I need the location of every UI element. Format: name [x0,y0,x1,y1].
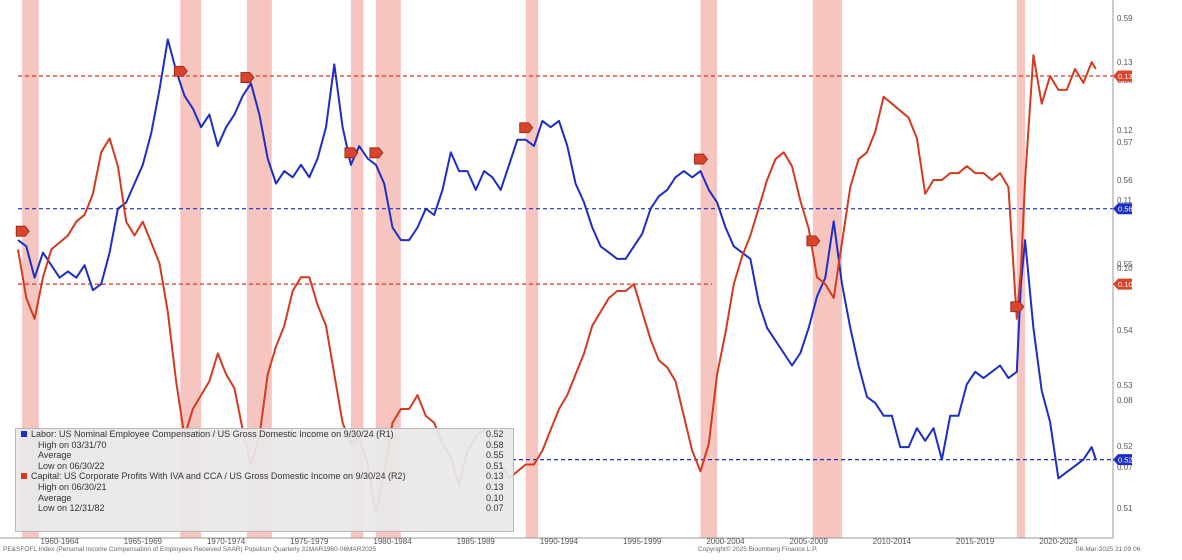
legend-row-capital-low: Low on 12/31/82 0.07 [16,503,513,514]
labor-current-tag-shape [1113,454,1132,466]
legend-capital-low-label: Low on 12/31/82 [38,503,105,514]
legend-capital-current: 0.13 [486,471,504,482]
labor-average-tag: 0.56 [1113,203,1133,215]
recession-marker-1 [15,225,30,237]
x-axis-tick-label: 1975-1979 [290,537,329,546]
legend-capital-name: Capital: US Corporate Profits With IVA a… [31,471,406,482]
right-axis [0,0,1114,539]
labor-current-tag-text: 0.52 [1118,456,1133,465]
legend-capital-average-label: Average [38,492,72,503]
recession-band-1 [22,0,39,538]
right-axis-tick-label: 0.54 [1117,326,1133,335]
capital-current-tag-text: 0.13 [1118,72,1133,81]
legend-labor-current: 0.52 [486,429,504,439]
legend-row-capital: Capital: US Corporate Profits With IVA a… [16,471,513,482]
legend-labor-average-value: 0.55 [486,450,504,461]
recession-marker-2 [173,65,188,77]
right-axis-tick-label: 0.10 [1117,264,1133,273]
recession-marker-9 [1010,301,1025,313]
labor-swatch [21,431,27,437]
legend-capital-high-value: 0.13 [486,481,504,492]
right-axis-tick-label: 0.55 [1117,260,1133,269]
x-axis-tick-label: 1995-1999 [623,537,662,546]
right-axis-tick-label: 0.53 [1117,381,1133,390]
labor-current-tag: 0.52 [1113,454,1133,466]
footer-source: PE&SFOFL Index (Personal Income Compensa… [3,546,376,553]
labor-series-line [17,38,1097,480]
capital-average-tag-shape [1113,278,1132,290]
recession-marker-7 [694,153,709,165]
legend-row-capital-average: Average 0.10 [16,493,513,504]
x-axis-tick-label: 1990-1994 [540,537,579,546]
event-markers [15,65,1025,313]
x-axis-tick-label: 1965-1969 [124,537,163,546]
legend-row-capital-high: High on 06/30/21 0.13 [16,482,513,493]
capital-swatch [21,473,27,480]
legend-labor-name: Labor: US Nominal Employee Compensation … [31,429,394,439]
x-axis-tick-label: 1985-1989 [457,537,496,546]
labor-average-tag-text: 0.56 [1118,205,1133,214]
recession-band-6 [525,0,539,538]
legend-labor-low-value: 0.51 [486,460,504,471]
right-axis-tick-label: 0.13 [1117,58,1133,67]
x-axis-tick-label: 2010-2014 [873,537,912,546]
recession-marker-5 [369,147,384,159]
x-axis-tick-label: 2020-2024 [1039,537,1078,546]
capital-average-tag-text: 0.10 [1118,280,1133,289]
capital-current-tag: 0.13 [1113,70,1133,82]
x-axis-tick-label: 1960-1964 [40,537,79,546]
legend-capital-high-label: High on 06/30/21 [38,481,107,492]
legend: Labor: US Nominal Employee Compensation … [15,428,514,532]
right-value-tags: 0.13 0.56 0.10 0.52 [1113,70,1133,466]
recession-marker-4 [344,147,359,159]
legend-capital-low-value: 0.07 [486,503,504,514]
legend-row-labor-average: Average 0.55 [16,450,513,461]
footer-copyright: Copyright© 2025 Bloomberg Finance L.P. [698,546,818,553]
right-axis-tick-label: 0.59 [1117,14,1133,23]
series-lines [17,38,1097,514]
legend-labor-low-label: Low on 06/30/22 [38,460,105,471]
x-axis-tick-label: 2005-2009 [790,537,829,546]
x-axis-tick-label: 1970-1974 [207,537,246,546]
recession-band-4 [350,0,364,538]
x-axis-tick-label: 1980-1984 [373,537,412,546]
tick-labels: 0.590.130.580.120.570.560.110.550.100.54… [40,14,1133,546]
recession-marker-8 [806,235,821,247]
right-axis-tick-label: 0.11 [1117,196,1133,205]
legend-labor-high-value: 0.58 [486,439,504,450]
right-axis-tick-label: 0.56 [1117,176,1133,185]
right-axis-tick-label: 0.08 [1117,396,1133,405]
recession-band-7 [700,0,718,538]
average-reference-lines [18,75,1113,461]
recession-marker-6 [519,122,534,134]
right-axis-tick-label: 0.12 [1117,126,1133,135]
capital-series-line [17,54,1097,514]
labor-average-tag-shape [1113,203,1132,215]
right-axis-tick-label: 0.07 [1117,463,1133,472]
right-axis-tick-label: 0.52 [1117,442,1133,451]
legend-labor-high-label: High on 03/31/70 [38,439,107,450]
x-axis-tick-label: 2000-2004 [706,537,745,546]
x-axis-tick-label: 2015-2019 [956,537,995,546]
legend-capital-average-value: 0.10 [486,492,504,503]
legend-row-labor: Labor: US Nominal Employee Compensation … [16,429,513,440]
right-axis-tick-label: 0.57 [1117,138,1133,147]
legend-row-labor-low: Low on 06/30/22 0.51 [16,461,513,472]
right-axis-tick-label: 0.51 [1117,504,1133,513]
footer-timestamp: 06-Mar-2025 21:09:06 [1076,546,1141,553]
legend-row-labor-high: High on 03/31/70 0.58 [16,440,513,451]
legend-labor-average-label: Average [38,450,72,461]
capital-average-tag: 0.10 [1113,278,1133,290]
capital-current-tag-shape [1113,70,1132,82]
recession-marker-3 [240,72,255,83]
